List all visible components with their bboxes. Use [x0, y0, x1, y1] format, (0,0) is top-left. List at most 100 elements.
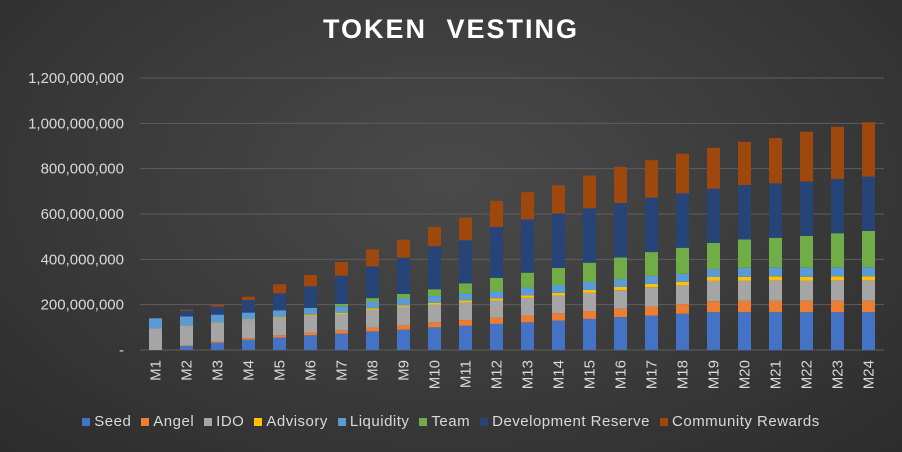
x-tick-label: M20: [737, 360, 754, 389]
y-tick-label: 600,000,000: [41, 206, 124, 223]
bar-segment-liquidity-m11: [458, 293, 473, 301]
bar-segment-ido-m11: [458, 302, 473, 321]
legend-item-development-reserve: Development Reserve: [480, 413, 650, 430]
bar-segment-liquidity-m23: [830, 267, 845, 277]
bar-segment-advisory-m12: [489, 298, 504, 301]
bar-segment-liquidity-m17: [644, 275, 659, 284]
bar-segment-ido-m14: [551, 295, 566, 314]
bar-segment-liquidity-m24: [861, 267, 876, 277]
y-tick-label: -: [119, 342, 124, 359]
bar-segment-development-reserve-m14: [551, 213, 566, 268]
legend-swatch: [419, 417, 428, 426]
bar-segment-development-reserve-m6: [303, 286, 318, 308]
bar-segment-development-reserve-m12: [489, 226, 504, 278]
x-tick-label: M10: [427, 360, 444, 389]
bar-segment-development-reserve-m17: [644, 197, 659, 253]
bar-segment-ido-m9: [396, 306, 411, 326]
bar-segment-liquidity-m1: [148, 318, 163, 329]
bar-segment-ido-m19: [706, 280, 721, 302]
bar-segment-advisory-m11: [458, 300, 473, 303]
bar-segment-seed-m19: [706, 312, 721, 350]
bar-segment-seed-m24: [861, 312, 876, 350]
y-tick-label: 1,000,000,000: [28, 115, 124, 132]
bar-segment-development-reserve-m15: [582, 208, 597, 263]
bar-segment-community-rewards-m19: [706, 147, 721, 189]
bar-segment-angel-m15: [582, 311, 597, 319]
bar-segment-advisory-m8: [365, 308, 380, 310]
bar-segment-liquidity-m13: [520, 287, 535, 296]
bar-segment-ido-m1: [148, 328, 163, 350]
bar-segment-advisory-m20: [737, 276, 752, 281]
bar-segment-community-rewards-m7: [334, 262, 349, 276]
bar-segment-angel-m14: [551, 313, 566, 321]
bar-segment-liquidity-m14: [551, 284, 566, 293]
x-tick-label: M11: [458, 360, 475, 388]
x-tick-label: M23: [830, 360, 847, 389]
bar-segment-community-rewards-m23: [830, 126, 845, 179]
bar-segment-angel-m12: [489, 317, 504, 324]
x-tick-label: M15: [582, 360, 599, 389]
legend-label: Angel: [153, 413, 195, 430]
bar-segment-liquidity-m16: [613, 279, 628, 287]
gridlines: [140, 77, 884, 351]
legend-label: Development Reserve: [492, 413, 651, 430]
bar-segment-angel-m17: [644, 306, 659, 316]
bar-segment-seed-m23: [830, 312, 845, 350]
bar-segment-team-m17: [644, 252, 659, 276]
bar-segment-community-rewards-m4: [241, 296, 256, 301]
bar-segment-angel-m3: [210, 341, 225, 343]
bar-segment-angel-m22: [799, 300, 814, 313]
bar-segment-team-m8: [365, 298, 380, 302]
bar-segment-angel-m13: [520, 315, 535, 323]
bar-segment-advisory-m22: [799, 276, 814, 281]
x-tick-label: M14: [551, 360, 568, 389]
bar-segment-liquidity-m18: [675, 273, 690, 282]
bar-segment-community-rewards-m8: [365, 249, 380, 267]
legend-item-liquidity: Liquidity: [337, 413, 410, 430]
bar-segment-liquidity-m19: [706, 269, 721, 278]
bar-segment-team-m14: [551, 267, 566, 285]
bar-segment-angel-m10: [427, 322, 442, 328]
bar-segment-team-m24: [861, 231, 876, 268]
bar-segment-ido-m21: [768, 280, 783, 301]
bar-segment-development-reserve-m8: [365, 266, 380, 299]
bar-segment-development-reserve-m21: [768, 183, 783, 238]
x-tick-label: M8: [365, 360, 382, 381]
y-axis-ticks: - 200,000,000 400,000,000 600,000,000 800,00…: [28, 70, 124, 359]
bar-segment-advisory-m18: [675, 281, 690, 286]
bar-segment-ido-m6: [303, 315, 318, 333]
bar-segment-development-reserve-m16: [613, 203, 628, 258]
bar-segment-ido-m23: [830, 280, 845, 301]
x-tick-label: M1: [148, 360, 165, 381]
bar-segment-community-rewards-m5: [272, 284, 287, 294]
bar-segment-development-reserve-m22: [799, 181, 814, 236]
bar-segment-seed-m6: [303, 335, 318, 350]
x-tick-label: M9: [396, 360, 413, 381]
bars: [148, 122, 876, 350]
bar-segment-team-m11: [458, 283, 473, 294]
bar-segment-advisory-m15: [582, 289, 597, 293]
bar-segment-advisory-m9: [396, 305, 411, 307]
bar-segment-advisory-m16: [613, 286, 628, 291]
bar-segment-liquidity-m22: [799, 267, 814, 277]
bar-segment-seed-m13: [520, 322, 535, 350]
bar-segment-development-reserve-m5: [272, 293, 287, 311]
bar-segment-community-rewards-m14: [551, 185, 566, 214]
legend-label: IDO: [216, 413, 245, 430]
bar-segment-community-rewards-m12: [489, 200, 504, 227]
bar-segment-community-rewards-m11: [458, 217, 473, 241]
bar-segment-angel-m24: [861, 300, 876, 313]
bar-segment-liquidity-m21: [768, 267, 783, 277]
legend-label: Advisory: [266, 413, 328, 430]
bar-segment-angel-m5: [272, 335, 287, 338]
x-tick-label: M21: [768, 360, 785, 389]
bar-segment-team-m15: [582, 262, 597, 282]
bar-segment-community-rewards-m13: [520, 192, 535, 220]
bar-segment-team-m22: [799, 235, 814, 268]
bar-segment-angel-m23: [830, 300, 845, 313]
bar-segment-ido-m13: [520, 297, 535, 316]
y-tick-label: 1,200,000,000: [28, 70, 124, 87]
bar-segment-team-m19: [706, 243, 721, 270]
bar-segment-ido-m17: [644, 287, 659, 307]
bar-segment-angel-m7: [334, 330, 349, 334]
